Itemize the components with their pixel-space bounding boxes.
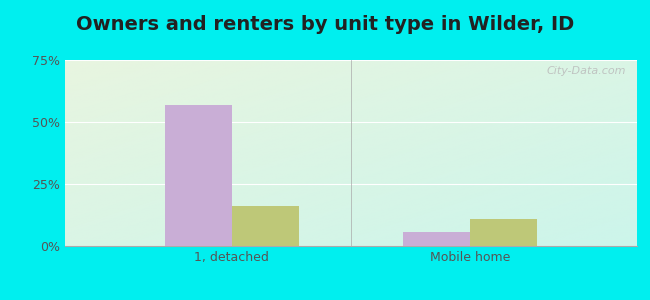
Text: Owners and renters by unit type in Wilder, ID: Owners and renters by unit type in Wilde… (76, 15, 574, 34)
Bar (470, 219, 537, 246)
Bar (404, 232, 470, 246)
Text: City-Data.com: City-Data.com (546, 66, 625, 76)
Bar (232, 206, 298, 246)
Bar (165, 105, 232, 246)
